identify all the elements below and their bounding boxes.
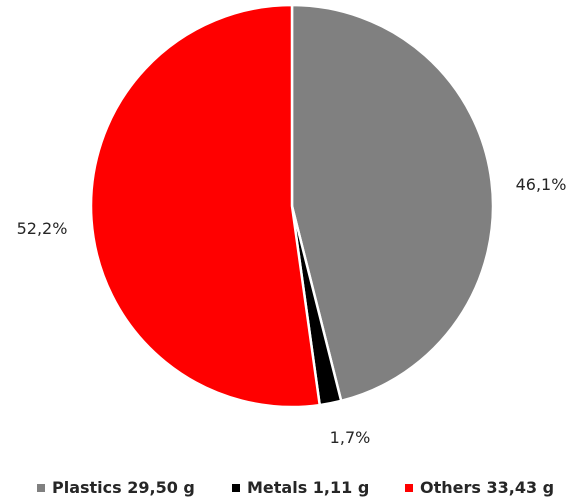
slice-label-metals: 1,7% <box>330 428 371 447</box>
legend-swatch-metals <box>232 483 240 492</box>
legend-swatch-plastics <box>37 483 45 492</box>
slice-label-plastics: 46,1% <box>516 175 567 194</box>
legend-label-plastics: Plastics 29,50 g <box>52 478 195 497</box>
legend: Plastics 29,50 g Metals 1,11 g Others 33… <box>0 478 570 502</box>
pie-slice-plastics <box>290 3 495 403</box>
legend-label-others: Others 33,43 g <box>420 478 555 497</box>
legend-label-metals: Metals 1,11 g <box>247 478 370 497</box>
legend-item-plastics: Plastics 29,50 g <box>37 478 195 497</box>
slice-label-others: 52,2% <box>17 219 68 238</box>
percent-labels: 46,1% 1,7% 52,2% <box>17 175 567 447</box>
legend-swatch-others <box>405 483 413 492</box>
pie-slice-others <box>89 3 321 409</box>
pie-slices <box>89 3 495 409</box>
legend-item-metals: Metals 1,11 g <box>232 478 369 497</box>
legend-item-others: Others 33,43 g <box>405 478 554 497</box>
